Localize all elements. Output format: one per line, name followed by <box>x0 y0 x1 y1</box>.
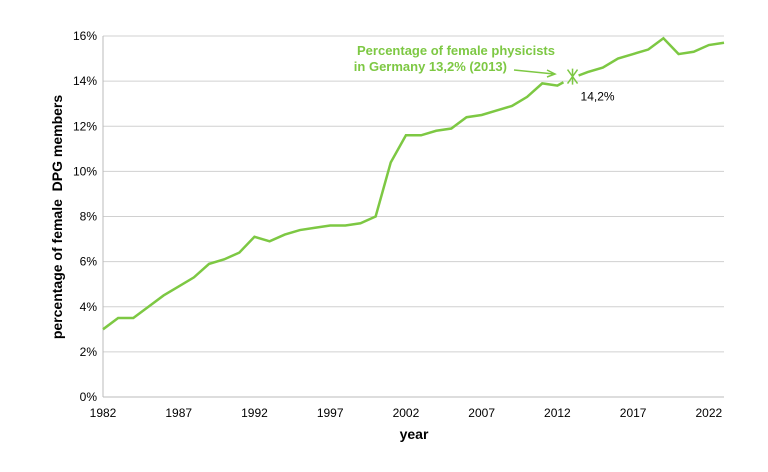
x-axis-label: year <box>400 426 429 442</box>
y-tick-label: 12% <box>73 119 97 133</box>
marker-label: 14,2% <box>581 90 615 104</box>
y-tick-label: 10% <box>73 164 97 178</box>
y-tick-label: 2% <box>80 345 98 359</box>
x-tick-label: 1982 <box>90 406 117 420</box>
x-tick-label: 1997 <box>317 406 344 420</box>
x-tick-label: 2002 <box>393 406 420 420</box>
x-tick-label: 2022 <box>696 406 723 420</box>
x-tick-label: 2017 <box>620 406 647 420</box>
x-tick-label: 1987 <box>165 406 192 420</box>
y-axis-label: percentage of female DPG members <box>49 95 65 340</box>
y-tick-label: 0% <box>80 390 98 404</box>
x-tick-label: 2012 <box>544 406 571 420</box>
marker-2013 <box>566 68 579 85</box>
x-tick-label: 2007 <box>468 406 495 420</box>
y-tick-label: 16% <box>73 29 97 43</box>
y-tick-label: 6% <box>80 255 98 269</box>
y-tick-label: 14% <box>73 74 97 88</box>
y-tick-label: 4% <box>80 300 98 314</box>
series-line <box>102 36 725 331</box>
x-tick-label: 1992 <box>241 406 268 420</box>
annotation-arrow <box>513 69 557 78</box>
annotation-line2: in Germany 13,2% (2013) <box>354 59 507 74</box>
y-tick-label: 8% <box>80 210 98 224</box>
annotation-line1: Percentage of female physicists <box>357 43 555 58</box>
